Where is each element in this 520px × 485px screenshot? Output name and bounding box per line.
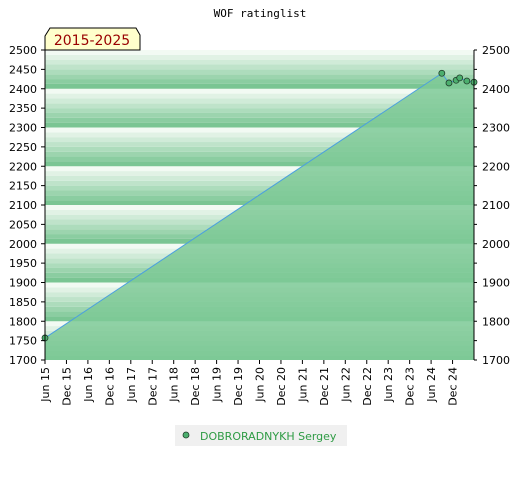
y-right-tick-label: 1900 [482, 277, 510, 290]
x-tick-label: Jun 19 [211, 367, 224, 403]
background-band [45, 88, 474, 94]
y-right-tick-label: 1800 [482, 315, 510, 328]
background-band [45, 54, 474, 60]
period-badge: 2015-2025 [44, 27, 141, 51]
y-tick-label: 2100 [9, 199, 37, 212]
x-tick-label: Jun 24 [425, 367, 438, 403]
background-band [45, 83, 474, 89]
x-tick-label: Dec 24 [447, 367, 460, 406]
y-right-tick-label: 2100 [482, 199, 510, 212]
period-badge-label: 2015-2025 [54, 33, 130, 49]
background-band [45, 156, 474, 162]
background-band [45, 166, 474, 172]
background-band [45, 108, 474, 113]
x-tick-label: Dec 18 [189, 367, 202, 406]
y-tick-label: 2050 [9, 218, 37, 231]
y-right-tick-label: 2300 [482, 122, 510, 135]
data-point [445, 79, 453, 87]
x-tick-label: Jun 23 [382, 367, 395, 403]
data-point [456, 74, 464, 82]
background-band [45, 69, 474, 75]
y-tick-label: 2150 [9, 180, 37, 193]
y-tick-label: 2350 [9, 102, 37, 115]
y-right-tick-label: 2500 [482, 44, 510, 57]
background-band [45, 103, 474, 109]
background-band [45, 93, 474, 99]
background-band [45, 98, 474, 104]
rating-markers [41, 69, 478, 342]
background-band [45, 112, 474, 118]
y-tick-label: 2500 [9, 44, 37, 57]
y-axis-left: 1700 1750 1800 1850 1900 1950 2000 2050 2100 2150… [9, 44, 46, 367]
background-band [45, 175, 474, 181]
background-band [45, 122, 474, 128]
y-right-tick-label: 2000 [482, 238, 510, 251]
y-tick-label: 2300 [9, 122, 37, 135]
y-tick-label: 1850 [9, 296, 37, 309]
background-band [45, 79, 474, 84]
y-tick-label: 1700 [9, 354, 37, 367]
y-tick-label: 2400 [9, 83, 37, 96]
data-point [463, 77, 471, 85]
background-band [45, 185, 474, 191]
legend-marker [182, 431, 190, 439]
x-tick-label: Dec 21 [318, 367, 331, 406]
x-tick-label: Dec 22 [361, 367, 374, 406]
rating-area [45, 73, 474, 360]
background-band [45, 64, 474, 70]
x-tick-label: Jun 18 [168, 367, 181, 403]
y-tick-label: 2450 [9, 63, 37, 76]
x-tick-label: Dec 17 [146, 367, 159, 406]
background-band [45, 59, 474, 65]
background-band [45, 146, 474, 152]
background-band [45, 180, 474, 186]
y-right-tick-label: 1700 [482, 354, 510, 367]
background-band [45, 161, 474, 167]
background-band [45, 127, 474, 133]
background-band [45, 137, 474, 143]
background-band [45, 190, 474, 196]
x-tick-label: Jun 22 [339, 367, 352, 403]
y-tick-label: 2200 [9, 160, 37, 173]
chart-title: WOF ratinglist [214, 7, 307, 20]
x-tick-label: Dec 15 [60, 367, 73, 406]
legend: DOBRORADNYKH Sergey [175, 425, 347, 446]
x-tick-label: Jun 21 [296, 367, 309, 403]
y-tick-label: 1750 [9, 335, 37, 348]
data-point [438, 69, 446, 77]
x-axis: Jun 15 Dec 15 Jun 16 Dec 16 Jun 17 Dec 17 Jun … [39, 360, 460, 406]
background-band [45, 132, 474, 138]
y-right-tick-label: 2200 [482, 160, 510, 173]
x-tick-label: Jun 16 [82, 367, 95, 403]
legend-box [175, 425, 347, 446]
background-band [45, 74, 474, 80]
y-axis-right: 1700 1800 1900 2000 2100 2200 2300 2400 2500 [473, 44, 510, 367]
x-tick-label: Jun 15 [39, 367, 52, 403]
background-band [45, 142, 474, 147]
background-band [45, 50, 474, 55]
background-band [45, 171, 474, 176]
y-tick-label: 1950 [9, 257, 37, 270]
period-badge-shape [44, 27, 141, 51]
y-right-tick-label: 2400 [482, 83, 510, 96]
x-tick-label: Dec 20 [275, 367, 288, 406]
y-tick-label: 1900 [9, 277, 37, 290]
y-tick-label: 2000 [9, 238, 37, 251]
background-band [45, 117, 474, 123]
x-tick-label: Dec 16 [103, 367, 116, 406]
y-tick-label: 2250 [9, 141, 37, 154]
legend-series-name: DOBRORADNYKH Sergey [200, 430, 337, 443]
x-tick-label: Dec 19 [232, 367, 245, 406]
x-tick-label: Jun 17 [125, 367, 138, 403]
x-tick-label: Jun 20 [254, 367, 267, 403]
background-band [45, 151, 474, 157]
x-tick-label: Dec 23 [404, 367, 417, 406]
y-tick-label: 1800 [9, 315, 37, 328]
